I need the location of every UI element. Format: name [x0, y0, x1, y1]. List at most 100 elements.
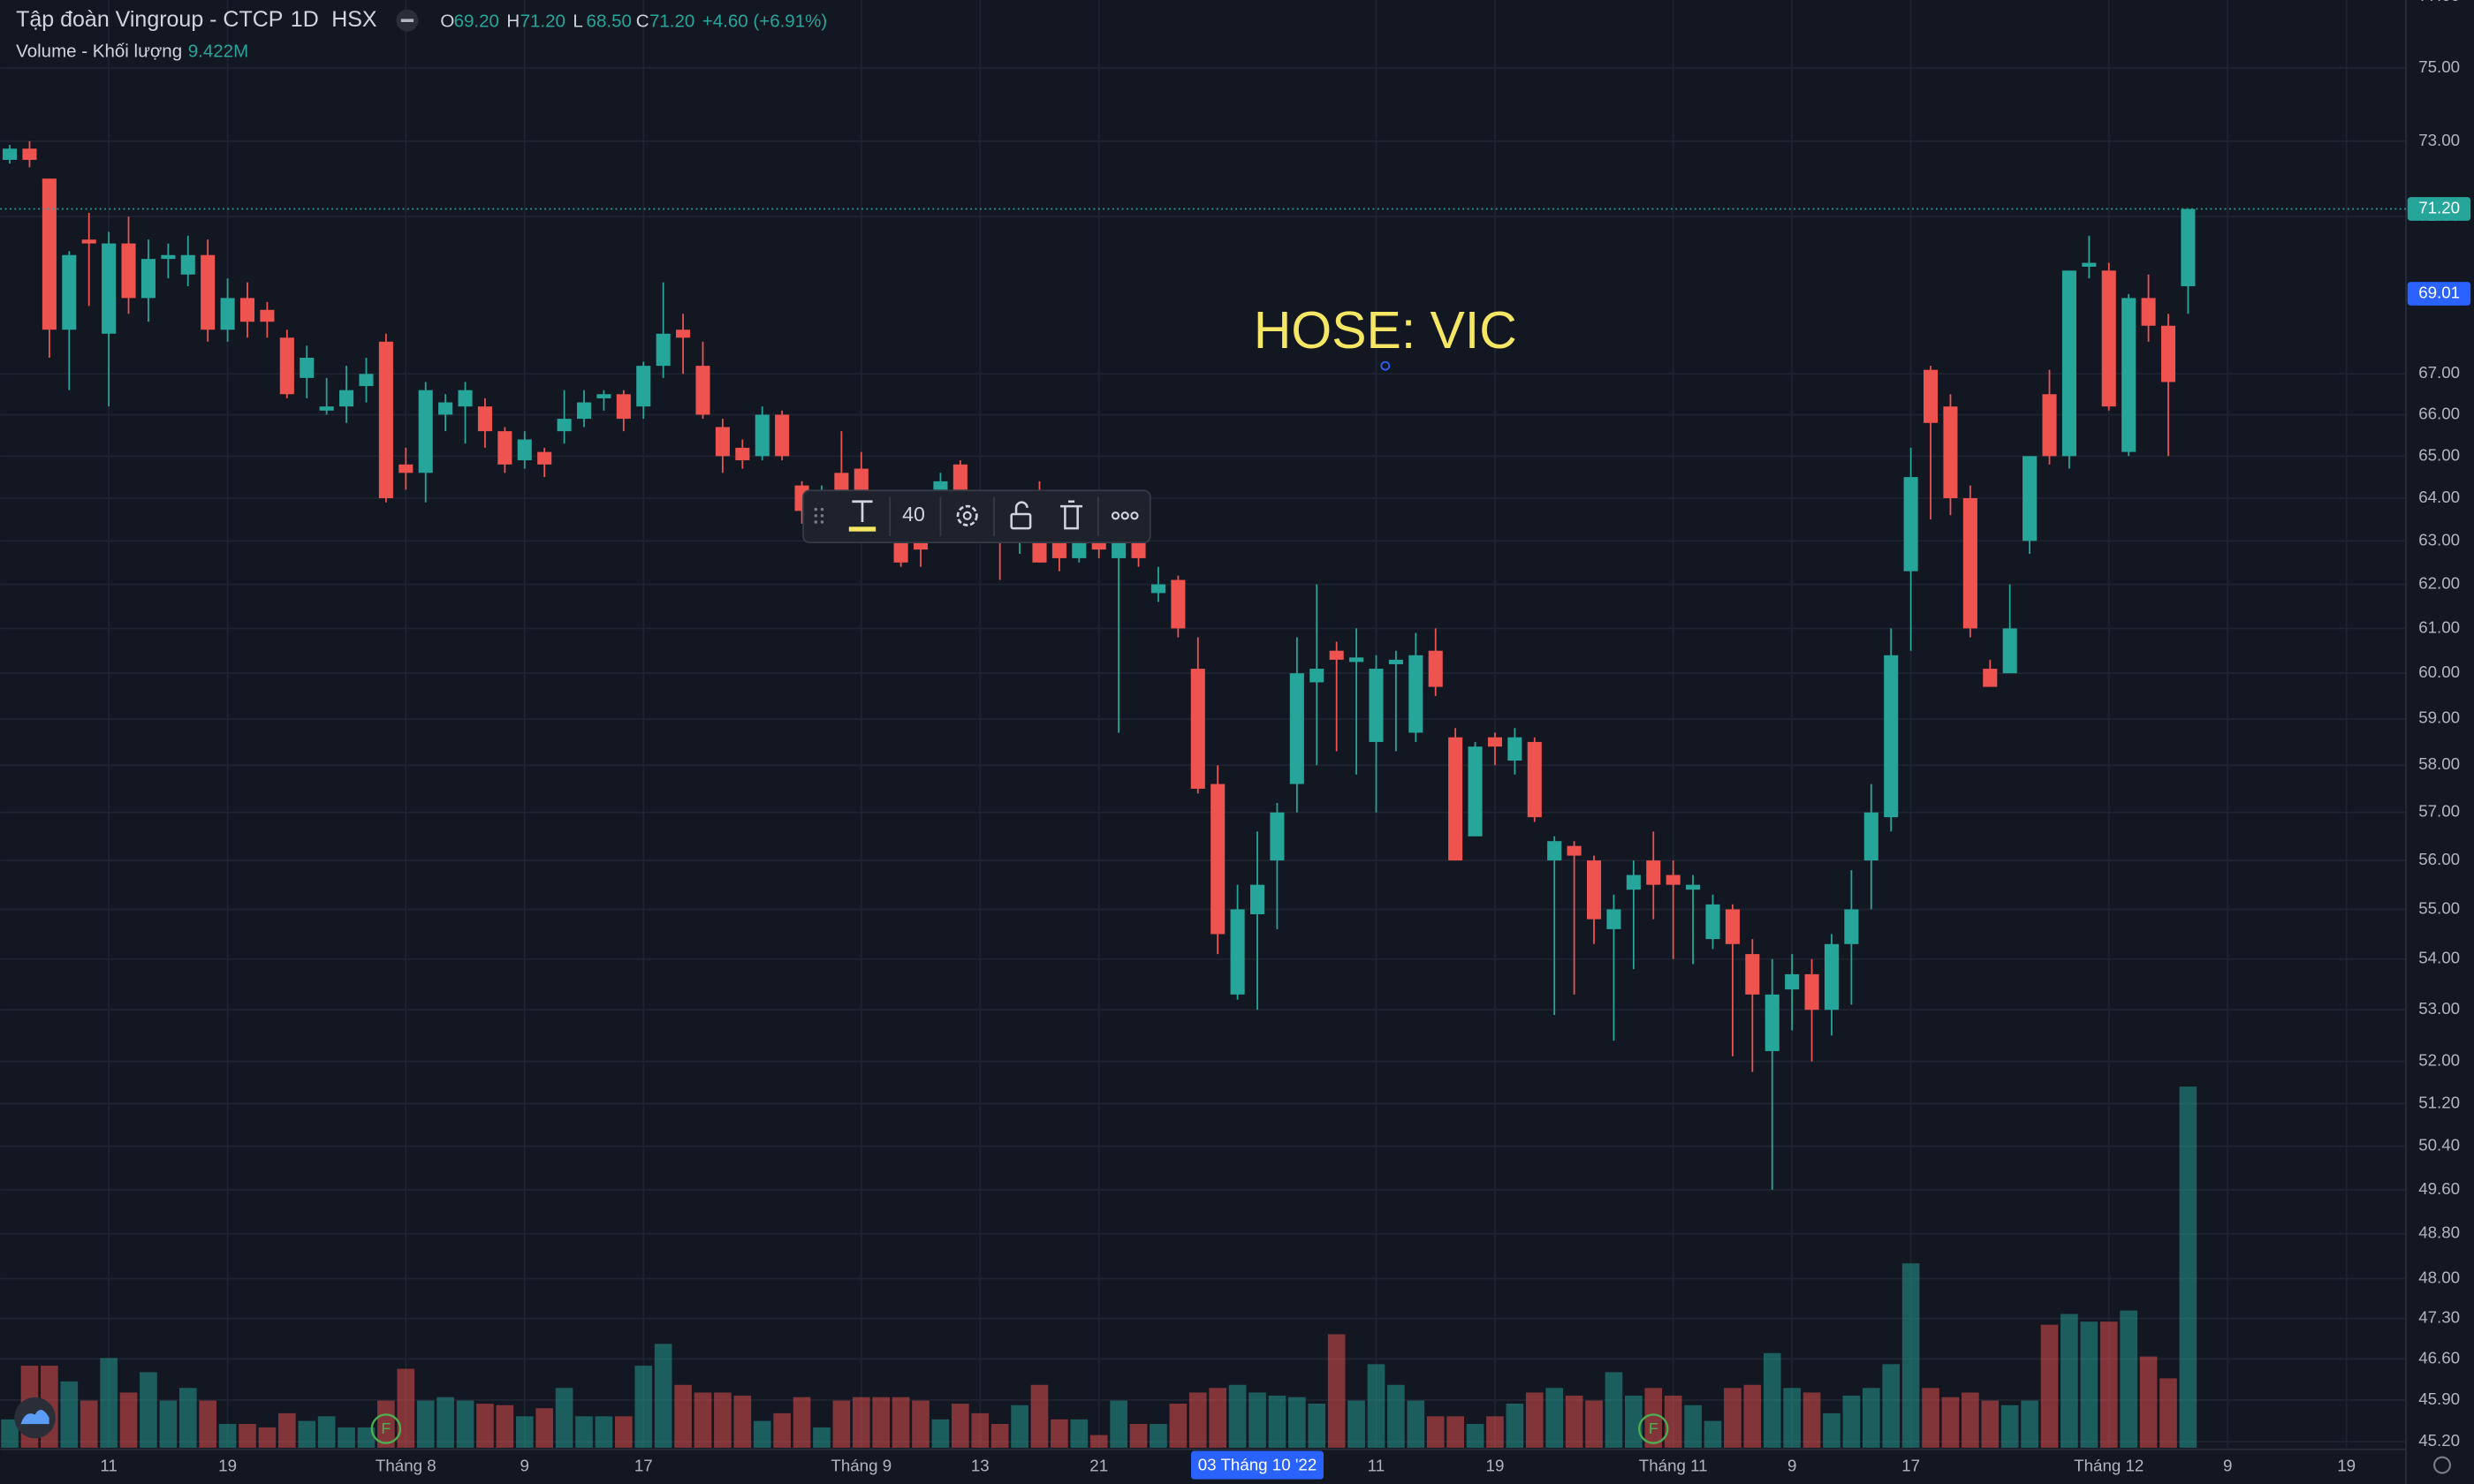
candle-body [1924, 369, 1939, 423]
settings-icon [962, 511, 972, 520]
axis-settings[interactable] [2432, 1456, 2451, 1474]
event-marker [1638, 1413, 1669, 1444]
y-tick-label: 53.00 [2418, 999, 2460, 1018]
delete-button[interactable] [1060, 500, 1083, 530]
volume-bar [1565, 1395, 1583, 1448]
y-tick-label: 50.40 [2418, 1136, 2460, 1155]
candle-body [3, 148, 18, 160]
y-tick-label: 47.30 [2418, 1308, 2460, 1327]
volume-bar [515, 1416, 534, 1448]
candle-body [300, 357, 315, 378]
symbol-title[interactable]: Tập đoàn Vingroup - CTCP [16, 7, 283, 32]
volume-bar [714, 1392, 732, 1448]
volume-bar [733, 1395, 752, 1448]
volume-bar [535, 1408, 554, 1448]
volume-bar [1446, 1416, 1464, 1448]
drawing-toolbar: 40 [802, 489, 1151, 544]
text-color-button[interactable] [852, 500, 873, 522]
candle-body [1091, 541, 1106, 550]
candle-body [1468, 746, 1483, 837]
candle-body [339, 390, 354, 407]
candle-body [1686, 884, 1701, 890]
candle-body [1289, 673, 1304, 784]
y-tick-label: 45.90 [2418, 1389, 2460, 1408]
x-tick-label: 11 [100, 1456, 117, 1474]
price-tag [2407, 197, 2471, 221]
volume-bar [1783, 1388, 1801, 1448]
drag-handle[interactable] [814, 507, 824, 524]
y-tick-label: 48.80 [2418, 1223, 2460, 1242]
x-tick-label: 9 [520, 1456, 529, 1474]
volume-bar [634, 1366, 653, 1448]
volume-bar [813, 1427, 831, 1448]
more-button[interactable] [1111, 511, 1139, 520]
text-annotation[interactable]: HOSE: VIC [1254, 302, 1517, 360]
volume-bar [119, 1392, 138, 1448]
x-tick-label: 21 [1089, 1456, 1108, 1474]
candle-body [1249, 884, 1265, 915]
settings-button[interactable] [956, 504, 978, 526]
candle-body [1983, 669, 1998, 687]
y-tick-label: 54.00 [2418, 949, 2460, 967]
lock-button[interactable] [1010, 512, 1032, 530]
candle-body [1725, 909, 1740, 944]
volume-bar [298, 1420, 316, 1448]
y-tick-label: 62.00 [2418, 573, 2460, 592]
volume-bar [1585, 1400, 1603, 1448]
candle-body [537, 451, 552, 465]
candle-body [715, 427, 730, 457]
candle-body [458, 390, 473, 407]
crosshair-date-box [1191, 1450, 1324, 1480]
candle-body [596, 394, 611, 398]
font-size-button[interactable]: 40 [902, 503, 925, 526]
interval[interactable]: 1D [291, 7, 319, 32]
x-tick-label: Tháng 11 [1639, 1456, 1708, 1474]
candle-body [1349, 657, 1364, 662]
volume-bar [1802, 1392, 1821, 1448]
candle-body [279, 337, 294, 395]
volume-bar [1407, 1400, 1425, 1448]
candle-body [2160, 325, 2176, 382]
volume-bar [555, 1388, 573, 1448]
volume-bar [694, 1392, 712, 1448]
collapse-icon [400, 19, 414, 22]
y-tick-label: 57.00 [2418, 802, 2460, 821]
volume-bar [1684, 1404, 1702, 1448]
volume-bar [1308, 1404, 1326, 1448]
event-marker [370, 1413, 402, 1444]
exchange[interactable]: HSX [331, 7, 377, 32]
x-tick-label: 19 [218, 1456, 237, 1474]
candle-body [1210, 784, 1226, 935]
volume-bar [357, 1427, 376, 1448]
candle-body [477, 406, 492, 432]
volume-bar [1387, 1384, 1405, 1448]
volume-bar [2179, 1086, 2197, 1448]
candle-body [1863, 812, 1878, 861]
price-tag [2407, 282, 2471, 306]
candle-body [102, 243, 117, 334]
volume-bar [2000, 1404, 2019, 1448]
candle-body [1270, 812, 1285, 861]
candle-body [1150, 584, 1165, 594]
candle-body [1745, 954, 1760, 995]
event-marker-label: F [1649, 1420, 1658, 1437]
axes: 77.0075.0073.0071.0067.0066.0065.0064.00… [100, 0, 2460, 1474]
x-tick-label: 19 [2337, 1456, 2356, 1474]
candle-body [1586, 860, 1602, 920]
candle-body [656, 333, 671, 367]
candle-body [1329, 650, 1344, 660]
annotation-anchor[interactable] [1380, 360, 1391, 371]
volume-legend-name: Volume - Khối lượng [16, 41, 182, 61]
candle-body [161, 254, 176, 260]
volume-bar [1188, 1392, 1207, 1448]
candle-body [319, 406, 334, 411]
y-tick-label: 67.00 [2418, 363, 2460, 382]
candle-body [1051, 541, 1066, 558]
candle-body [755, 414, 770, 457]
candle-body [1190, 669, 1205, 789]
volume-bar [1922, 1388, 1939, 1448]
volume-bar [773, 1412, 791, 1448]
volume-bar [1347, 1400, 1365, 1448]
volume-bar [140, 1372, 157, 1448]
volume-bar [1625, 1395, 1643, 1448]
